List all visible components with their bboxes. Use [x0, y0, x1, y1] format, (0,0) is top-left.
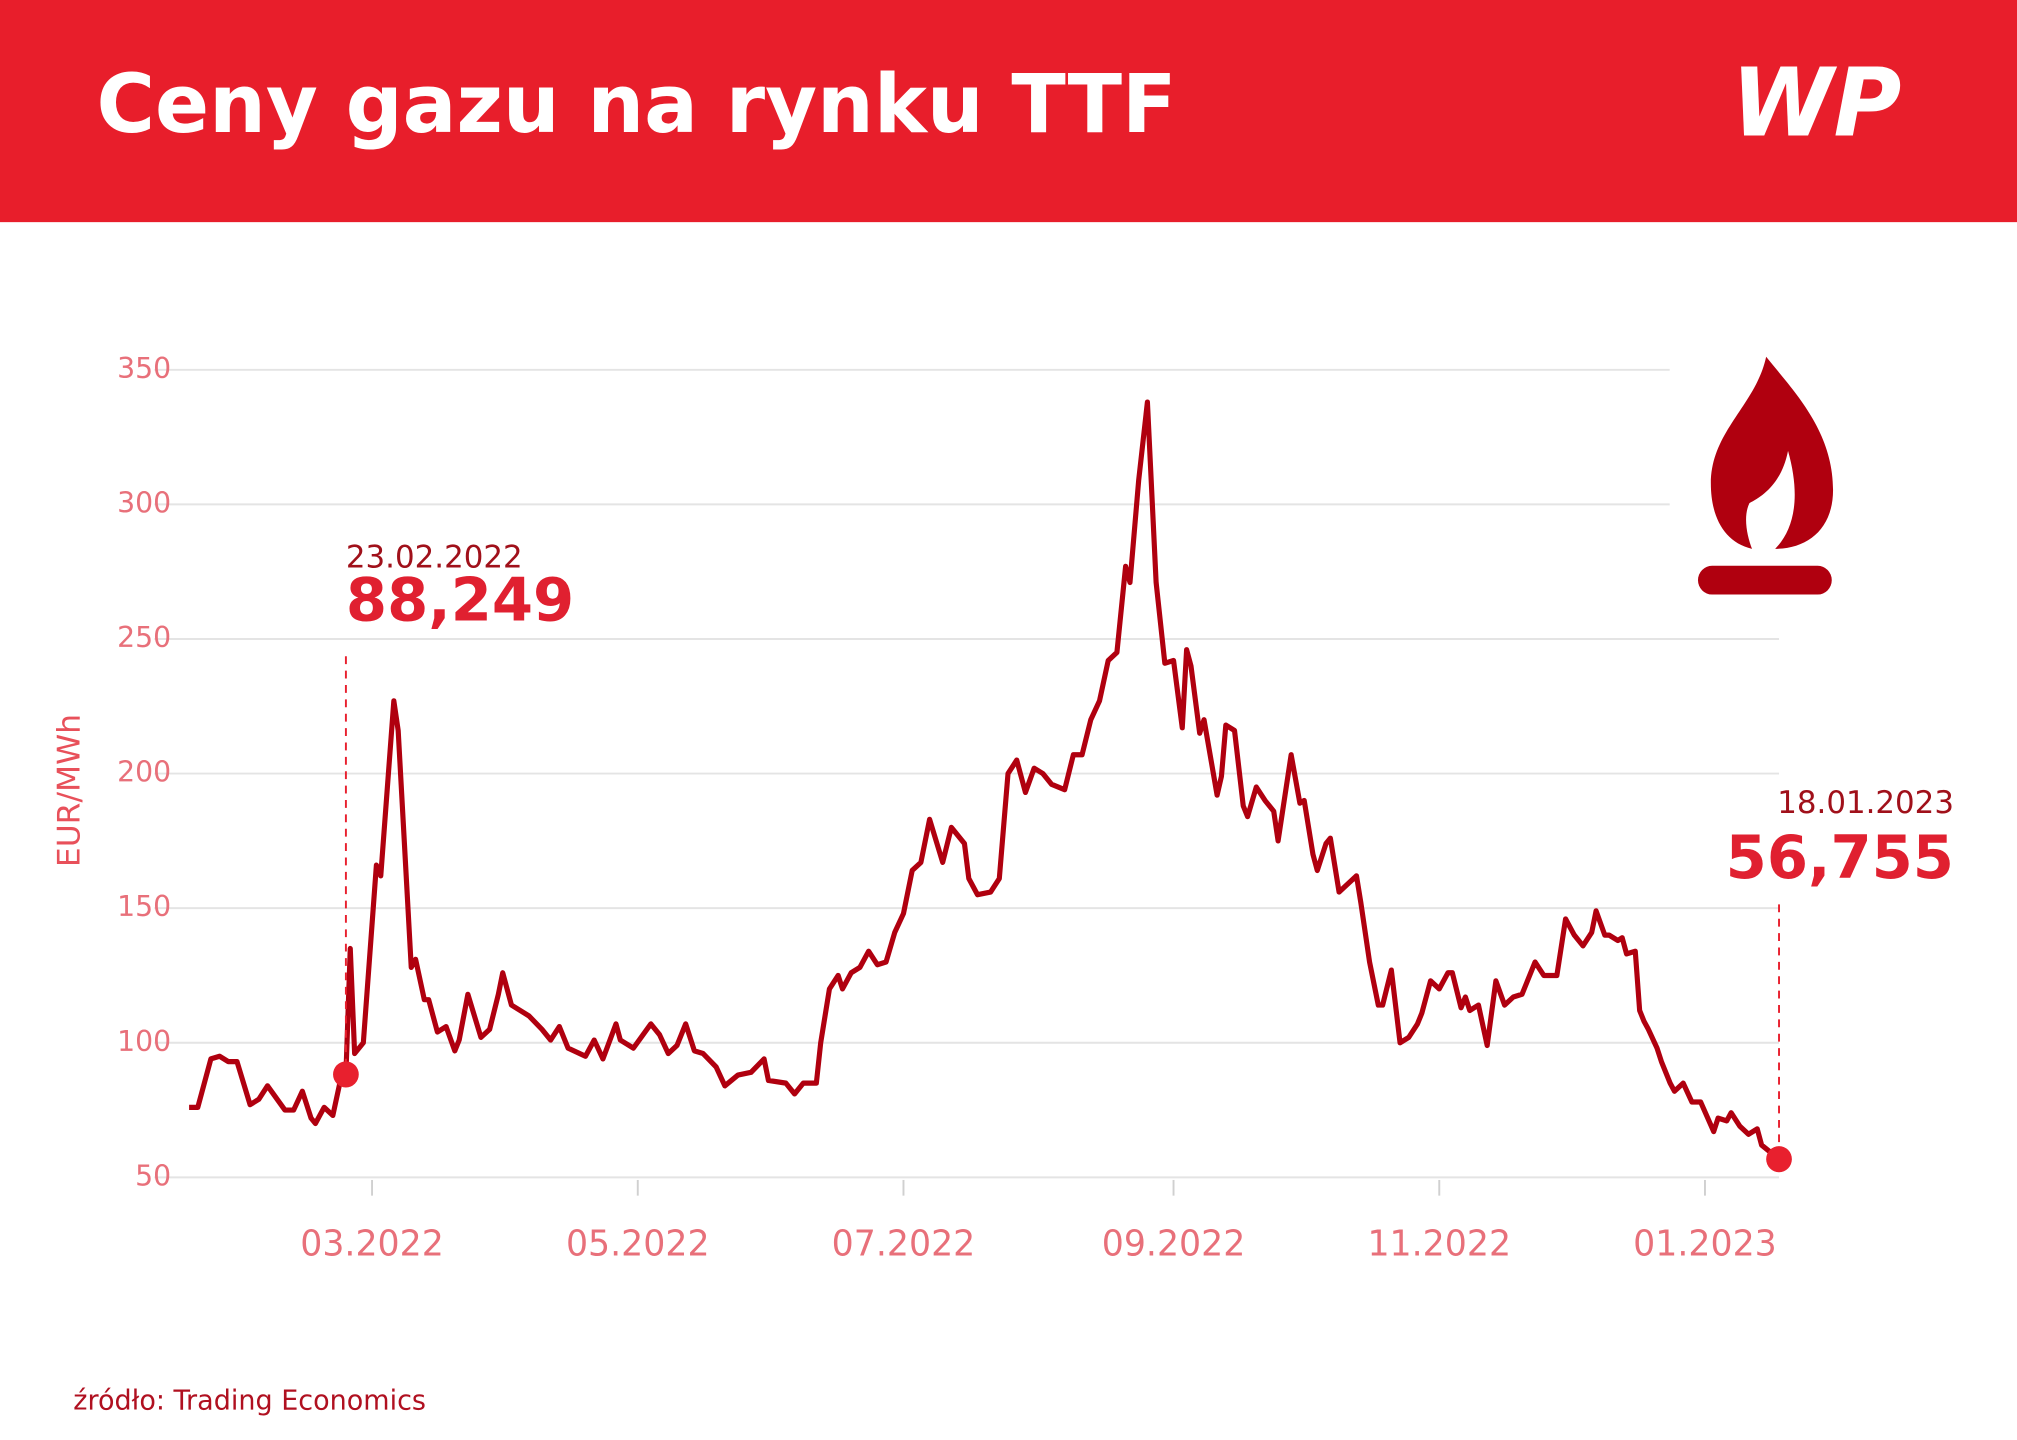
logo: WP: [1731, 49, 1901, 159]
annotation-date: 18.01.2023: [1777, 785, 1954, 821]
annotation-point: [333, 1061, 359, 1088]
source: źródło: Trading Economics: [73, 1385, 426, 1416]
x-tick-label: 01.2023: [1633, 1224, 1777, 1264]
flame: [1710, 356, 1834, 549]
y-tick-label: 100: [117, 1025, 171, 1058]
annotation-value: 88,249: [346, 566, 574, 636]
flame-icon: [1697, 356, 1834, 595]
y-tick-label: 50: [135, 1159, 171, 1192]
x-tick-label: 05.2022: [566, 1224, 710, 1264]
price-line: [189, 399, 1781, 1162]
y-axis-label: EUR/MWh: [52, 714, 88, 867]
y-tick-label: 150: [117, 890, 171, 923]
annotation-date: 23.02.2022: [346, 539, 523, 575]
y-tick-label: 350: [117, 352, 171, 385]
y-tick-label: 200: [117, 755, 171, 788]
x-tick-label: 09.2022: [1102, 1224, 1246, 1264]
header-band: [0, 0, 2017, 223]
chart-title: Ceny gazu na rynku TTF: [96, 56, 1176, 151]
y-tick-label: 300: [117, 486, 171, 519]
x-tick-label: 11.2022: [1367, 1224, 1511, 1264]
annotation-point: [1766, 1146, 1792, 1173]
annotation-value: 56,755: [1726, 824, 1954, 894]
flame-base: [1697, 565, 1832, 595]
x-tick-label: 03.2022: [300, 1224, 444, 1264]
y-tick-label: 250: [117, 621, 171, 654]
x-tick-label: 07.2022: [832, 1224, 976, 1264]
